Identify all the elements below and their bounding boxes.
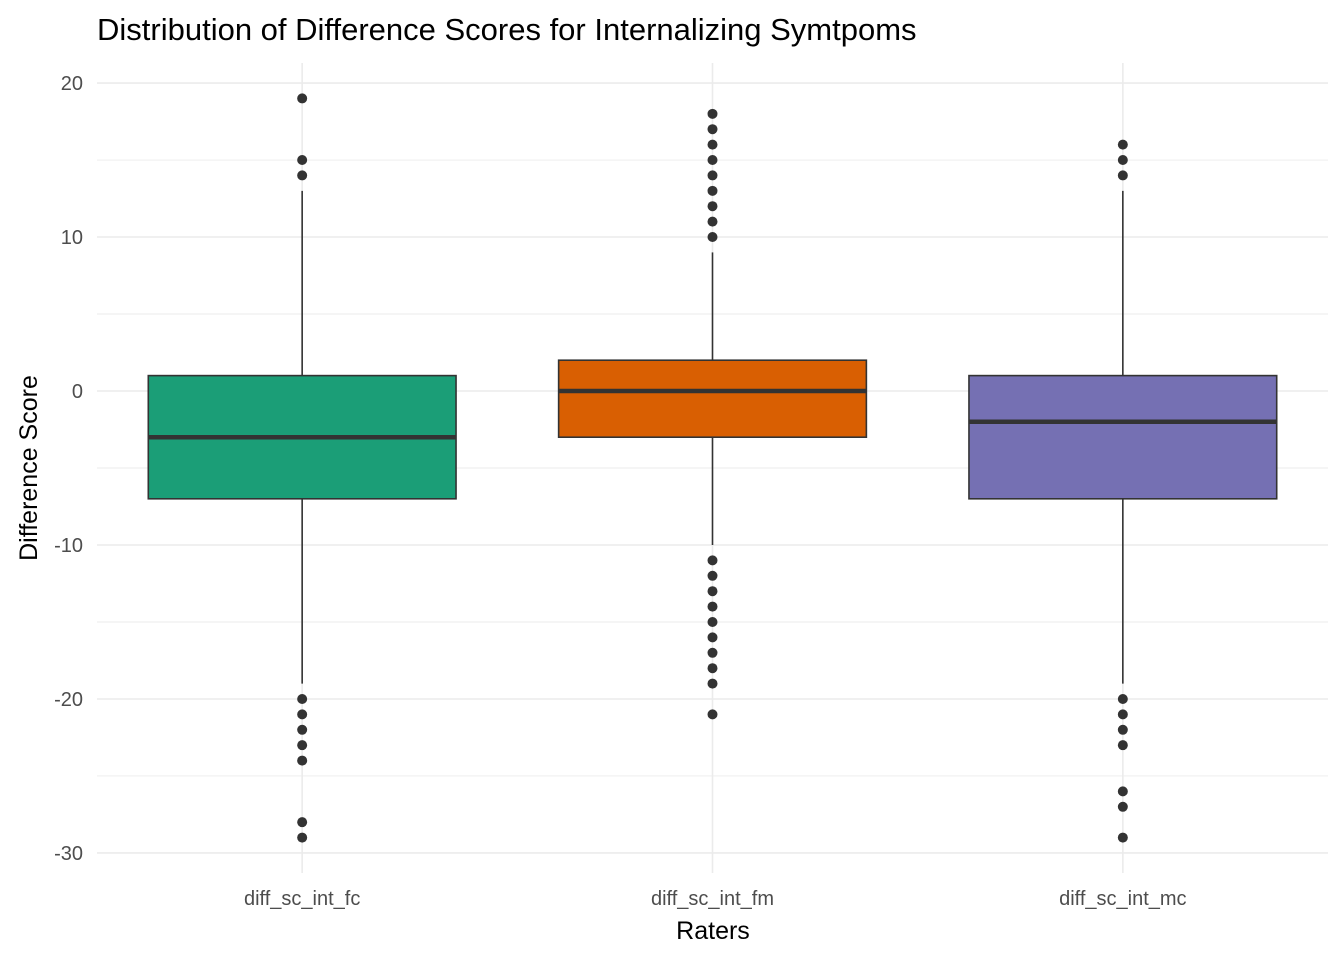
x-axis-ticks: diff_sc_int_fc diff_sc_int_fm diff_sc_int_… [244, 888, 1187, 910]
outlier-point [297, 755, 308, 766]
box-iqr [968, 374, 1278, 500]
x-tick-label: diff_sc_int_fc [244, 888, 360, 910]
outlier-point [707, 124, 718, 135]
y-tick-label: 20 [61, 73, 83, 95]
outlier-point [297, 693, 308, 704]
outlier-point [707, 709, 718, 720]
outlier-point [1117, 786, 1128, 797]
outlier-point [707, 108, 718, 119]
outlier-point [707, 201, 718, 212]
outlier-point [707, 601, 718, 612]
outlier-point [297, 724, 308, 735]
outlier-point [707, 632, 718, 643]
outlier-point [707, 678, 718, 689]
y-axis-ticks: -30 -20 -10 0 10 20 [54, 73, 83, 865]
outlier-point [297, 155, 308, 166]
outlier-point [1117, 155, 1128, 166]
outlier-point [707, 555, 718, 566]
outlier-point [1117, 693, 1128, 704]
box-diff_sc_int_fm [557, 108, 868, 720]
outlier-point [707, 155, 718, 166]
chart-title: Distribution of Difference Scores for In… [97, 12, 917, 47]
outlier-point [297, 170, 308, 181]
outlier-point [707, 232, 718, 243]
outlier-point [297, 93, 308, 104]
outlier-point [1117, 709, 1128, 720]
outlier-point [707, 170, 718, 181]
y-tick-label: -20 [54, 689, 83, 711]
outlier-point [707, 647, 718, 658]
outlier-point [1117, 801, 1128, 812]
outlier-point [707, 616, 718, 627]
outlier-point [707, 139, 718, 150]
outlier-point [1117, 170, 1128, 181]
y-tick-label: 0 [72, 381, 83, 403]
y-axis-title: Difference Score [15, 375, 43, 561]
outlier-point [707, 586, 718, 597]
boxes [147, 93, 1278, 843]
outlier-point [1117, 740, 1128, 751]
outlier-point [297, 740, 308, 751]
outlier-point [707, 663, 718, 674]
box-diff_sc_int_mc [968, 139, 1278, 843]
outlier-point [297, 709, 308, 720]
outlier-point [1117, 139, 1128, 150]
box-iqr [557, 359, 868, 439]
outlier-point [1117, 724, 1128, 735]
box-diff_sc_int_fc [147, 93, 457, 843]
outlier-point [1117, 832, 1128, 843]
x-axis-title: Raters [676, 917, 750, 945]
y-tick-label: -30 [54, 843, 83, 865]
outlier-point [707, 185, 718, 196]
outlier-point [297, 817, 308, 828]
y-tick-label: -10 [54, 535, 83, 557]
x-tick-label: diff_sc_int_mc [1059, 888, 1186, 910]
x-tick-label: diff_sc_int_fm [651, 888, 774, 910]
outlier-point [297, 832, 308, 843]
outlier-point [707, 570, 718, 581]
y-tick-label: 10 [61, 227, 83, 249]
outlier-point [707, 216, 718, 227]
